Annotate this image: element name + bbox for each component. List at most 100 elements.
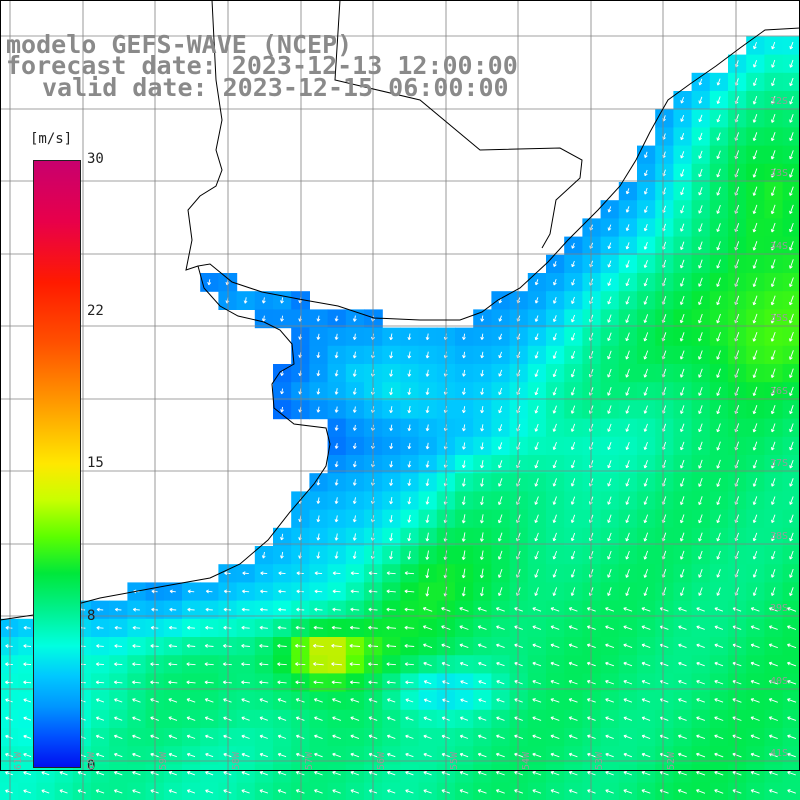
wind-arrow xyxy=(5,698,13,703)
wind-arrow xyxy=(571,314,576,323)
wind-arrow xyxy=(552,550,558,560)
wind-arrow xyxy=(334,461,339,468)
wind-arrow xyxy=(752,132,758,142)
wind-arrow xyxy=(277,771,287,776)
wind-arrow xyxy=(698,150,703,159)
wind-arrow xyxy=(789,77,794,87)
wind-arrow xyxy=(771,514,776,524)
wind-arrow xyxy=(752,459,758,469)
wind-arrow xyxy=(316,388,321,395)
wind-arrow xyxy=(223,589,231,594)
lon-label-55w: 55W xyxy=(449,751,460,770)
wind-arrow xyxy=(132,716,141,721)
wind-arrow xyxy=(643,350,649,360)
wind-arrow xyxy=(714,770,724,776)
wind-arrow xyxy=(677,734,687,740)
wind-arrow xyxy=(716,78,721,86)
wind-arrow xyxy=(770,405,776,415)
wind-arrow xyxy=(750,643,760,649)
wind-arrow xyxy=(716,295,721,306)
wind-arrow xyxy=(716,532,721,542)
wind-arrow xyxy=(680,187,685,196)
wind-arrow xyxy=(223,734,232,739)
wind-speed-cell xyxy=(54,782,74,800)
wind-arrow xyxy=(186,680,196,685)
wind-arrow xyxy=(607,514,612,524)
wind-speed-cell xyxy=(673,782,693,800)
wind-arrow xyxy=(641,734,651,740)
wind-arrow xyxy=(23,662,32,667)
wind-arrow xyxy=(459,643,469,649)
wind-arrow xyxy=(643,496,649,505)
wind-arrow xyxy=(497,587,503,597)
wind-arrow xyxy=(186,752,196,758)
wind-arrow xyxy=(95,789,105,794)
wind-arrow xyxy=(334,333,339,340)
wind-arrow xyxy=(425,460,430,468)
wind-arrow xyxy=(696,752,706,758)
wind-arrow xyxy=(607,496,612,505)
wind-arrow xyxy=(132,734,141,740)
wind-arrow xyxy=(696,607,705,612)
wind-arrow xyxy=(425,532,430,542)
wind-arrow xyxy=(716,132,721,141)
wind-arrow xyxy=(459,607,469,612)
river-border xyxy=(334,0,583,249)
wind-speed-cell xyxy=(491,782,511,800)
lat-label-39s: 39S xyxy=(770,603,789,614)
wind-arrow xyxy=(389,387,393,396)
wind-arrow xyxy=(679,550,685,560)
wind-arrow xyxy=(478,698,487,703)
wind-arrow xyxy=(41,771,50,776)
wind-arrow xyxy=(113,752,123,758)
wind-arrow xyxy=(768,661,778,667)
wind-arrow xyxy=(605,716,614,721)
wind-arrow xyxy=(95,698,105,703)
wind-arrow xyxy=(768,625,778,630)
wind-arrow xyxy=(752,532,758,542)
wind-arrow xyxy=(680,96,685,104)
wind-arrow xyxy=(514,625,523,630)
wind-arrow xyxy=(789,186,794,196)
wind-arrow xyxy=(789,168,794,178)
wind-arrow xyxy=(698,277,703,287)
wind-arrow xyxy=(789,441,794,451)
wind-arrow xyxy=(570,496,576,505)
wind-arrow xyxy=(678,643,687,649)
wind-arrow xyxy=(423,734,432,739)
wind-arrow xyxy=(461,532,466,542)
wind-arrow xyxy=(514,680,523,685)
wind-arrow xyxy=(752,60,758,68)
wind-arrow xyxy=(770,331,776,342)
wind-arrow xyxy=(277,698,287,703)
wind-arrow xyxy=(788,313,794,324)
wind-arrow xyxy=(552,387,557,396)
wind-arrow xyxy=(534,532,539,542)
wind-arrow xyxy=(696,698,705,703)
wind-arrow xyxy=(23,752,32,758)
wind-arrow xyxy=(641,789,651,794)
lat-label-36s: 36S xyxy=(770,386,789,397)
wind-arrow xyxy=(534,405,539,414)
wind-arrow xyxy=(23,644,32,648)
wind-arrow xyxy=(789,259,794,269)
wind-arrow xyxy=(407,442,412,450)
wind-arrow xyxy=(241,771,250,776)
colorbar-unit-label: [m/s] xyxy=(30,131,73,147)
wind-arrow xyxy=(789,95,794,105)
wind-arrow xyxy=(607,532,612,542)
wind-arrow xyxy=(497,568,503,578)
wind-arrow xyxy=(568,752,578,758)
wind-arrow xyxy=(698,114,703,123)
wind-arrow xyxy=(314,752,323,758)
wind-arrow xyxy=(386,680,396,685)
wind-arrow xyxy=(334,515,339,523)
wind-arrow xyxy=(316,533,321,541)
wind-arrow xyxy=(679,368,685,378)
wind-arrow xyxy=(789,423,794,433)
wind-speed-cell xyxy=(345,782,365,800)
wind-arrow xyxy=(679,532,685,542)
wind-arrow xyxy=(316,515,321,523)
wind-arrow xyxy=(461,550,466,560)
wind-arrow xyxy=(752,95,758,105)
